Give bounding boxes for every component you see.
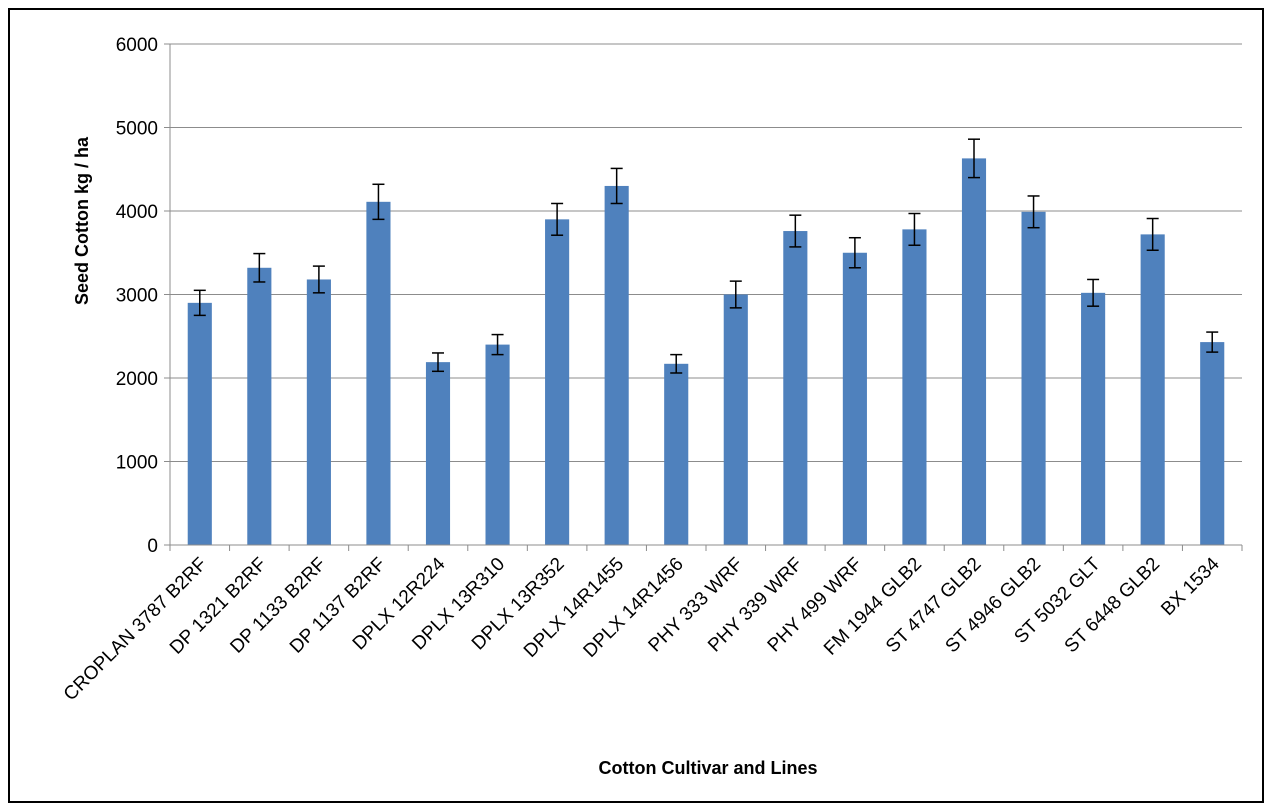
error-bar [491, 333, 504, 356]
bar [664, 363, 689, 545]
y-tick-label: 5000 [116, 119, 158, 140]
error-bar [1206, 331, 1219, 353]
bar [783, 231, 808, 546]
error-bar [1087, 278, 1100, 307]
y-tick-label: 3000 [116, 286, 158, 307]
bar [545, 219, 570, 545]
x-axis-title: Cotton Cultivar and Lines [598, 758, 817, 778]
error-bar [253, 252, 266, 283]
error-bar [789, 214, 802, 248]
error-bar [908, 212, 921, 246]
bar [961, 158, 987, 545]
error-bar [193, 289, 206, 317]
error-bar [968, 138, 980, 179]
y-tick-labels: 0 1000 2000 3000 4000 5000 6000 [116, 35, 158, 557]
bar [247, 267, 272, 545]
y-tick-label: 6000 [116, 35, 158, 56]
bar [1021, 211, 1046, 545]
chart-frame: 0 1000 2000 3000 4000 5000 6000 CROPLAN 3787 B… [8, 8, 1264, 803]
error-bar [312, 265, 325, 294]
error-bar [1027, 195, 1040, 229]
y-tick-label: 4000 [116, 202, 158, 223]
error-bar [729, 280, 742, 309]
y-tick-label: 1000 [116, 453, 158, 474]
error-bar [1146, 217, 1159, 251]
error-bars [193, 138, 1219, 374]
y-tick-label: 0 [147, 536, 158, 557]
bar [1140, 234, 1165, 545]
bar [723, 294, 748, 545]
bar [902, 229, 927, 545]
bar [604, 185, 629, 545]
error-bar [670, 353, 683, 374]
bar [485, 344, 510, 545]
bar [1081, 292, 1106, 545]
error-bar [372, 183, 385, 221]
y-tick-label: 2000 [116, 369, 158, 390]
gridlines [170, 43, 1242, 462]
error-bar [848, 236, 861, 269]
bar [306, 279, 331, 545]
error-bar [551, 202, 564, 236]
error-bar [432, 352, 444, 373]
bar [187, 302, 212, 545]
bar [1200, 342, 1225, 545]
axes [164, 43, 1243, 551]
bar [842, 252, 867, 545]
bar-chart: 0 1000 2000 3000 4000 5000 6000 CROPLAN 3787 B… [60, 35, 1243, 778]
bar [425, 362, 451, 545]
bar [366, 201, 391, 545]
bars [187, 158, 1225, 546]
y-axis-title: Seed Cotton kg / ha [72, 136, 92, 305]
x-tick-label: BX 1534 [1157, 553, 1224, 620]
error-bar [610, 167, 623, 205]
